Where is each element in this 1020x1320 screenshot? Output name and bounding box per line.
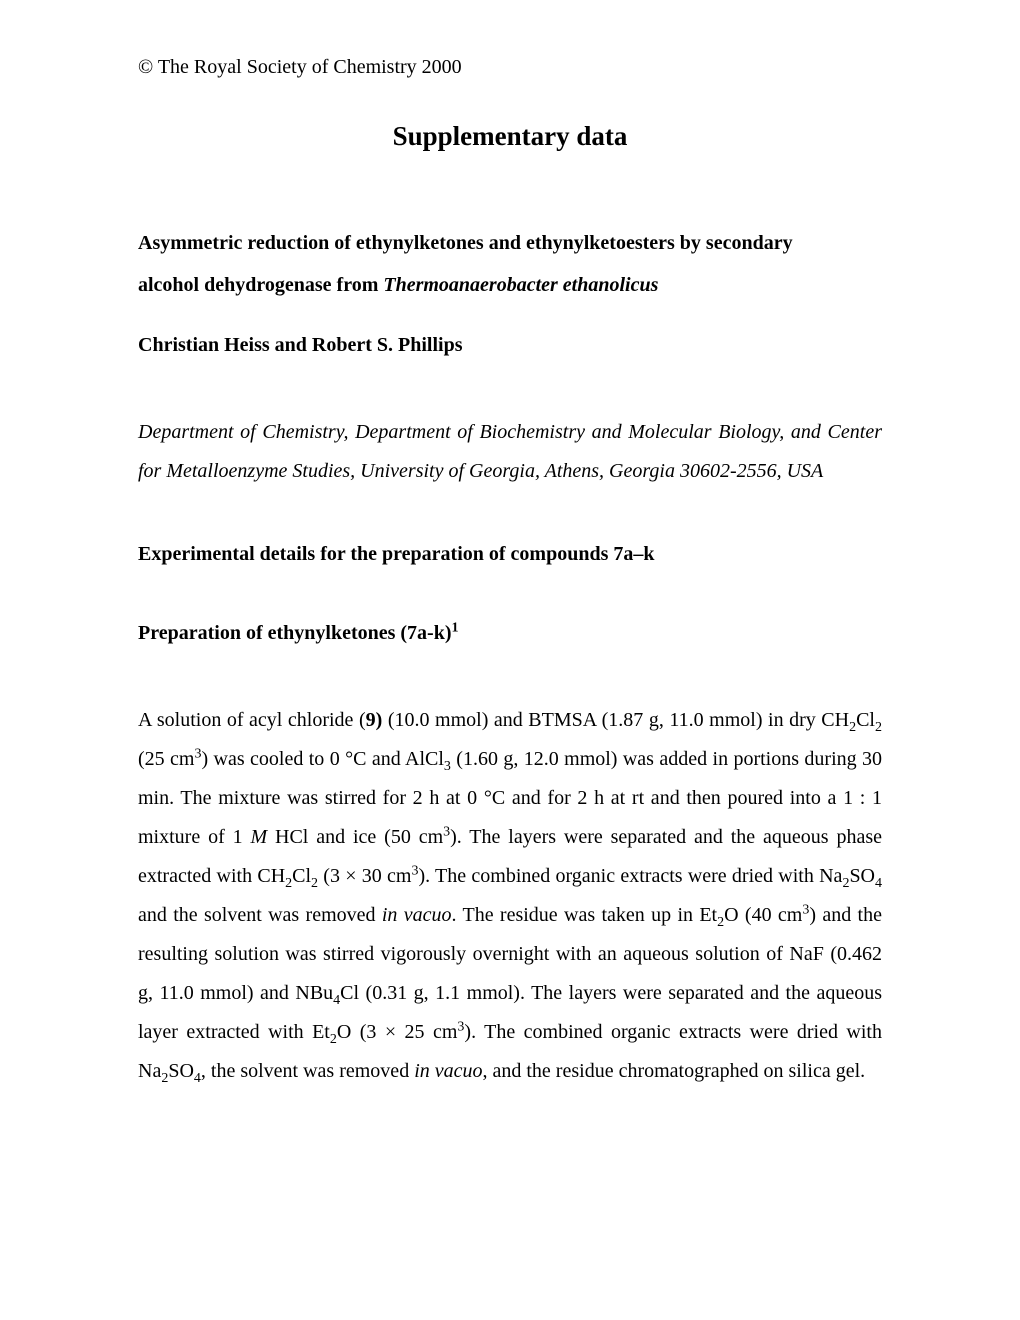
body-text-part: SO (849, 865, 875, 887)
subsection-heading-text: Preparation of ethynylketones (7a-k) (138, 622, 452, 644)
body-text-part: (10.0 mmol) and BTMSA (1.87 g, 11.0 mmol… (382, 709, 849, 731)
document-title: Supplementary data (138, 121, 882, 152)
body-text-part: (25 cm (138, 748, 195, 770)
body-text-part: O (40 cm (724, 904, 802, 926)
italic-M: M (250, 826, 267, 848)
body-text-part: and the solvent was removed (138, 904, 382, 926)
subscript: 2 (311, 876, 318, 891)
subscript: 2 (330, 1032, 337, 1047)
subscript: 4 (194, 1071, 201, 1086)
body-text-part: Cl (856, 709, 875, 731)
body-text-part: A solution of acyl chloride ( (138, 709, 366, 731)
body-text-part: ) was cooled to 0 °C and AlCl (202, 748, 444, 770)
body-text-part: ). The combined organic extracts were dr… (418, 865, 842, 887)
body-paragraph: A solution of acyl chloride (9) (10.0 mm… (138, 701, 882, 1091)
subscript: 4 (875, 876, 882, 891)
affiliation-block: Department of Chemistry, Department of B… (138, 413, 882, 491)
body-text-part: SO (168, 1060, 194, 1082)
compound-number-bold: 9) (366, 709, 383, 731)
subscript: 2 (875, 720, 882, 735)
italic-in-vacuo: in vacuo (382, 904, 452, 926)
article-title-line2-pre: alcohol dehydrogenase from (138, 274, 383, 296)
superscript: 3 (195, 746, 202, 761)
authors-line: Christian Heiss and Robert S. Phillips (138, 334, 882, 357)
body-text-part: O (3 × 25 cm (337, 1021, 458, 1043)
body-text-part: , the solvent was removed (201, 1060, 414, 1082)
body-text-part: Cl (292, 865, 311, 887)
article-title-line1: Asymmetric reduction of ethynylketones a… (138, 232, 793, 254)
article-title: Asymmetric reduction of ethynylketones a… (138, 222, 882, 306)
copyright-line: © The Royal Society of Chemistry 2000 (138, 56, 882, 79)
species-name: Thermoanaerobacter ethanolicus (383, 274, 658, 296)
body-text-part: . The residue was taken up in Et (452, 904, 718, 926)
italic-in-vacuo: in vacuo (414, 1060, 482, 1082)
subscript: 3 (444, 759, 451, 774)
body-text-part: (3 × 30 cm (318, 865, 411, 887)
body-text-part: , and the residue chromatographed on sil… (483, 1060, 866, 1082)
section-heading: Experimental details for the preparation… (138, 543, 882, 566)
body-text-part: HCl and ice (50 cm (267, 826, 443, 848)
reference-superscript: 1 (452, 620, 459, 635)
subsection-heading: Preparation of ethynylketones (7a-k)1 (138, 622, 882, 645)
